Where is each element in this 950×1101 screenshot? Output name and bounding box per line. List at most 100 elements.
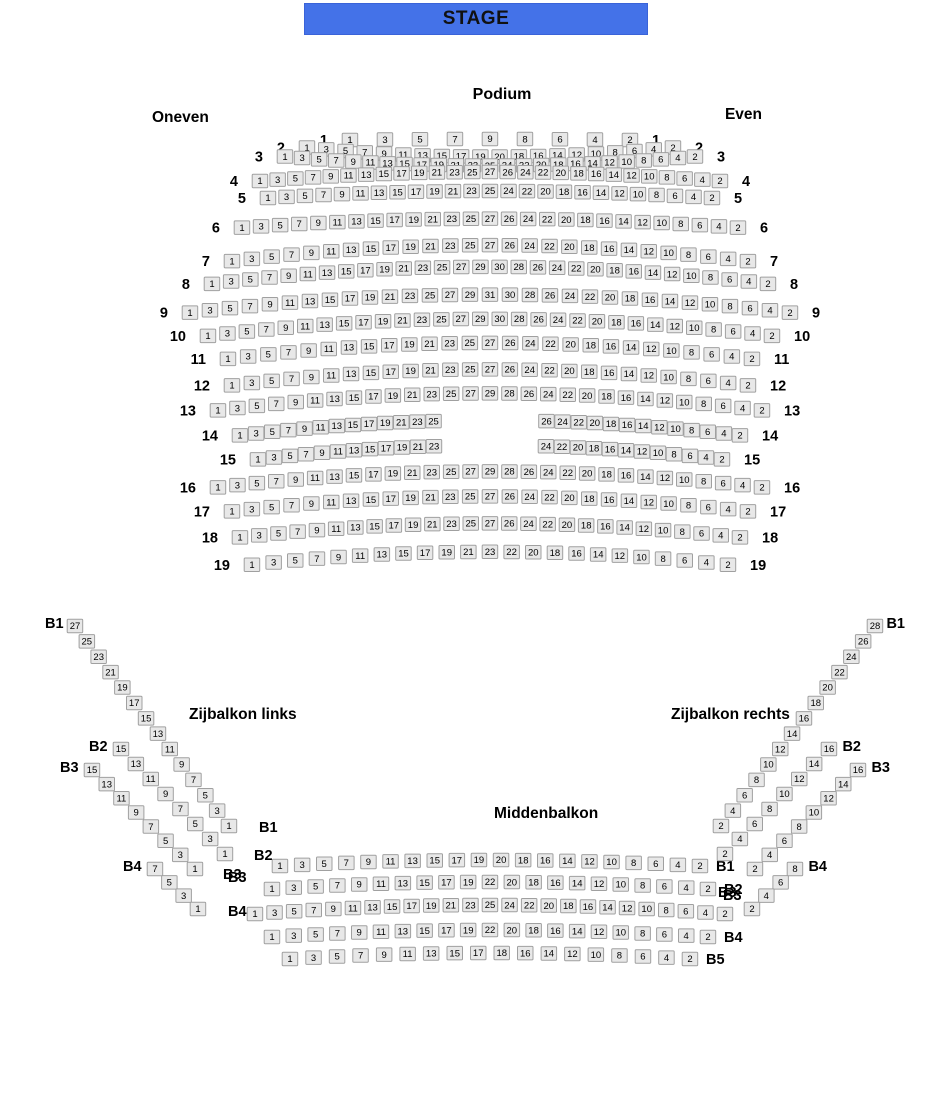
svg-text:25: 25 xyxy=(446,389,457,400)
svg-text:3: 3 xyxy=(382,135,387,146)
svg-text:14: 14 xyxy=(619,523,630,534)
svg-text:22: 22 xyxy=(542,519,553,530)
svg-text:5: 5 xyxy=(167,878,172,889)
svg-text:24: 24 xyxy=(504,900,515,911)
svg-text:23: 23 xyxy=(444,339,455,350)
svg-text:9: 9 xyxy=(306,346,311,357)
svg-text:2: 2 xyxy=(737,431,742,442)
svg-text:21: 21 xyxy=(398,264,409,275)
svg-text:3: 3 xyxy=(253,429,258,440)
svg-text:19: 19 xyxy=(750,558,766,574)
svg-text:27: 27 xyxy=(456,262,467,273)
svg-text:8: 8 xyxy=(654,190,659,201)
svg-text:1: 1 xyxy=(209,279,214,290)
svg-text:14: 14 xyxy=(609,170,620,181)
svg-text:9: 9 xyxy=(812,306,820,322)
svg-text:5: 5 xyxy=(248,275,253,286)
svg-text:19: 19 xyxy=(429,187,440,198)
svg-text:15: 15 xyxy=(349,471,360,482)
svg-text:7: 7 xyxy=(335,881,340,892)
svg-text:19: 19 xyxy=(404,340,415,351)
svg-text:10: 10 xyxy=(679,397,690,408)
svg-text:5: 5 xyxy=(276,529,281,540)
svg-text:3: 3 xyxy=(249,254,254,265)
svg-text:17: 17 xyxy=(364,419,375,430)
svg-text:27: 27 xyxy=(485,519,496,530)
svg-text:10: 10 xyxy=(686,271,697,282)
svg-text:9: 9 xyxy=(283,323,288,334)
svg-text:21: 21 xyxy=(446,901,457,912)
svg-text:30: 30 xyxy=(494,314,505,325)
svg-text:18: 18 xyxy=(611,317,622,328)
svg-text:20: 20 xyxy=(561,215,572,226)
svg-text:5: 5 xyxy=(270,427,275,438)
svg-text:5: 5 xyxy=(254,401,259,412)
svg-text:9: 9 xyxy=(293,475,298,486)
svg-text:18: 18 xyxy=(589,443,600,454)
svg-text:8: 8 xyxy=(686,501,691,512)
svg-text:20: 20 xyxy=(573,443,584,454)
svg-text:14: 14 xyxy=(626,343,637,354)
svg-text:20: 20 xyxy=(582,391,593,402)
svg-text:23: 23 xyxy=(93,652,104,663)
svg-text:4: 4 xyxy=(700,175,705,186)
svg-text:B2: B2 xyxy=(89,739,108,755)
svg-text:20: 20 xyxy=(590,264,601,275)
svg-text:29: 29 xyxy=(465,290,476,301)
svg-text:26: 26 xyxy=(505,365,516,376)
svg-text:13: 13 xyxy=(377,550,388,561)
svg-text:17: 17 xyxy=(368,470,379,481)
svg-text:14: 14 xyxy=(572,926,583,937)
svg-text:12: 12 xyxy=(654,423,665,434)
svg-text:21: 21 xyxy=(396,418,407,429)
svg-text:12: 12 xyxy=(584,857,595,868)
svg-text:10: 10 xyxy=(679,475,690,486)
svg-text:7: 7 xyxy=(297,219,302,230)
svg-text:23: 23 xyxy=(426,467,437,478)
svg-text:24: 24 xyxy=(846,652,857,663)
svg-text:8: 8 xyxy=(792,864,797,875)
svg-text:17: 17 xyxy=(389,215,400,226)
svg-text:5: 5 xyxy=(417,134,422,145)
svg-text:15: 15 xyxy=(366,244,377,255)
svg-text:14: 14 xyxy=(648,268,659,279)
svg-text:9: 9 xyxy=(339,189,344,200)
svg-text:24: 24 xyxy=(503,186,514,197)
svg-text:14: 14 xyxy=(665,296,676,307)
svg-text:3: 3 xyxy=(207,834,212,845)
svg-text:19: 19 xyxy=(388,469,399,480)
svg-text:4: 4 xyxy=(737,834,742,845)
svg-text:13: 13 xyxy=(131,759,142,770)
svg-text:4: 4 xyxy=(691,192,696,203)
svg-text:19: 19 xyxy=(388,391,399,402)
svg-text:9: 9 xyxy=(163,789,168,800)
svg-text:3: 3 xyxy=(717,150,725,166)
svg-text:13: 13 xyxy=(346,245,357,256)
svg-text:14: 14 xyxy=(621,445,632,456)
svg-text:12: 12 xyxy=(194,378,210,394)
svg-text:18: 18 xyxy=(584,367,595,378)
svg-text:12: 12 xyxy=(637,217,648,228)
svg-text:18: 18 xyxy=(563,901,574,912)
svg-text:15: 15 xyxy=(449,948,460,959)
svg-text:4: 4 xyxy=(716,222,721,233)
svg-text:10: 10 xyxy=(689,323,700,334)
svg-text:25: 25 xyxy=(485,186,496,197)
svg-text:21: 21 xyxy=(425,241,436,252)
svg-text:15: 15 xyxy=(339,319,350,330)
svg-text:B3: B3 xyxy=(871,760,890,776)
svg-text:2: 2 xyxy=(759,406,764,417)
svg-text:13: 13 xyxy=(344,343,355,354)
svg-text:16: 16 xyxy=(550,878,561,889)
svg-text:1: 1 xyxy=(192,864,197,875)
svg-text:23: 23 xyxy=(446,519,457,530)
svg-text:4: 4 xyxy=(726,378,731,389)
svg-text:20: 20 xyxy=(540,187,551,198)
svg-text:8: 8 xyxy=(678,219,683,230)
svg-text:9: 9 xyxy=(351,157,356,168)
svg-text:2: 2 xyxy=(692,152,697,163)
svg-text:8: 8 xyxy=(182,277,190,293)
svg-text:19: 19 xyxy=(408,520,419,531)
svg-text:13: 13 xyxy=(346,496,357,507)
svg-text:10: 10 xyxy=(705,300,716,311)
